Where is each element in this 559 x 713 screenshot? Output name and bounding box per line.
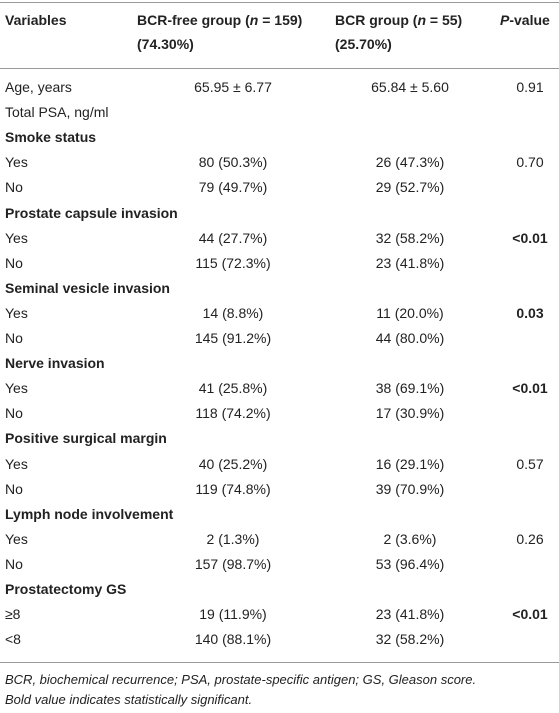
cell: 23 (41.8%) bbox=[375, 254, 445, 271]
cell: <0.01 bbox=[512, 606, 548, 623]
cell: 79 (49.7%) bbox=[198, 179, 268, 196]
row-label: No bbox=[5, 555, 23, 572]
section-label: Nerve invasion bbox=[5, 355, 105, 372]
cell: 39 (70.9%) bbox=[375, 480, 445, 497]
header-text: n bbox=[249, 12, 259, 28]
cell: <0.01 bbox=[512, 229, 548, 246]
cell: 119 (74.8%) bbox=[195, 480, 271, 497]
row-label: No bbox=[5, 330, 23, 346]
cell: <0.01 bbox=[512, 380, 548, 397]
header-rule bbox=[0, 68, 559, 69]
header-text: = 159) bbox=[258, 12, 303, 28]
cell: 145 (91.2%) bbox=[194, 330, 272, 346]
row-label: No bbox=[5, 480, 23, 497]
cell: 14 (8.8%) bbox=[202, 304, 264, 321]
row-label: Yes bbox=[5, 530, 28, 547]
cell: 29 (52.7%) bbox=[375, 179, 445, 196]
cell: 0.57 bbox=[516, 455, 544, 472]
cell: 2 (1.3%) bbox=[206, 530, 260, 547]
cell: 40 (25.2%) bbox=[198, 455, 268, 472]
row-label: Age, years bbox=[5, 79, 72, 95]
row-label: Yes bbox=[5, 304, 28, 321]
header-cell: (25.70%) bbox=[335, 36, 392, 52]
header-cell: BCR group (n = 55) bbox=[335, 12, 462, 28]
row-label: Yes bbox=[5, 154, 28, 171]
cell: 44 (80.0%) bbox=[375, 330, 445, 346]
cell: 11 (20.0%) bbox=[376, 304, 444, 321]
header-cell: BCR-free group (n = 159) bbox=[137, 12, 302, 28]
section-label: Lymph node involvement bbox=[5, 505, 174, 522]
row-label: Yes bbox=[5, 229, 28, 246]
cell: 80 (50.3%) bbox=[198, 154, 268, 171]
header-text: P bbox=[500, 12, 510, 28]
cell: 17 (30.9%) bbox=[375, 405, 445, 422]
cell: 65.95 ± 6.77 bbox=[194, 79, 272, 95]
header-cell: P-value bbox=[500, 12, 550, 28]
section-label: Positive surgical margin bbox=[5, 430, 167, 447]
row-label: No bbox=[5, 254, 23, 271]
section-label: Prostate capsule invasion bbox=[5, 204, 178, 221]
cell: 2 (3.6%) bbox=[383, 530, 437, 547]
row-label: No bbox=[5, 179, 23, 196]
cell: 41 (25.8%) bbox=[198, 380, 268, 397]
cell: 157 (98.7%) bbox=[194, 555, 272, 572]
cell: 32 (58.2%) bbox=[375, 631, 445, 648]
cell: 53 (96.4%) bbox=[375, 555, 445, 572]
cell: 115 (72.3%) bbox=[195, 254, 271, 271]
cell: 32 (58.2%) bbox=[375, 229, 445, 246]
cell: 23 (41.8%) bbox=[375, 606, 445, 623]
header-text: = 55) bbox=[426, 12, 463, 28]
cell: 19 (11.9%) bbox=[199, 606, 267, 623]
cell: 140 (88.1%) bbox=[194, 631, 272, 648]
row-label: ≥8 bbox=[5, 606, 21, 623]
row-label: Total PSA, ng/ml bbox=[5, 104, 109, 121]
top-rule bbox=[0, 2, 559, 3]
section-label: Seminal vesicle invasion bbox=[5, 279, 170, 296]
cell: 44 (27.7%) bbox=[198, 229, 268, 246]
footnote: Bold value indicates statistically signi… bbox=[5, 692, 253, 707]
cell: 118 (74.2%) bbox=[195, 405, 271, 422]
header-text: BCR group ( bbox=[335, 12, 418, 28]
row-label: Yes bbox=[5, 455, 28, 472]
cell: 16 (29.1%) bbox=[375, 455, 445, 472]
cell: 0.91 bbox=[516, 79, 544, 95]
header-cell: (74.30%) bbox=[137, 36, 194, 52]
cell: 38 (69.1%) bbox=[375, 380, 445, 397]
cell: 0.26 bbox=[516, 530, 544, 547]
header-text: n bbox=[417, 12, 426, 28]
bottom-rule bbox=[0, 662, 559, 663]
section-label: Prostatectomy GS bbox=[5, 581, 127, 597]
header-cell: Variables bbox=[5, 12, 67, 28]
header-text: -value bbox=[509, 12, 550, 28]
cell: 0.70 bbox=[516, 154, 544, 171]
cell: 26 (47.3%) bbox=[375, 154, 445, 171]
cell: 0.03 bbox=[516, 304, 544, 321]
header-text: BCR-free group ( bbox=[137, 12, 250, 28]
footnote: BCR, biochemical recurrence; PSA, prosta… bbox=[5, 672, 477, 687]
section-label: Smoke status bbox=[5, 129, 97, 146]
cell: 65.84 ± 5.60 bbox=[371, 79, 449, 95]
row-label: No bbox=[5, 405, 23, 422]
row-label: Yes bbox=[5, 380, 28, 397]
row-label: <8 bbox=[5, 631, 21, 648]
